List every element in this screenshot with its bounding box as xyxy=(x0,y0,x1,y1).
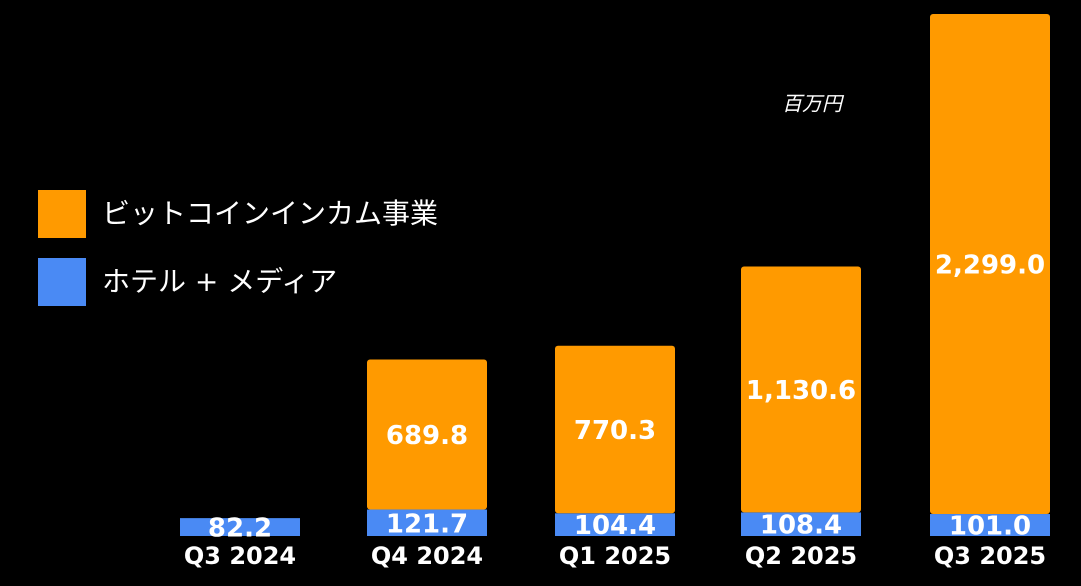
value-label: 108.4 xyxy=(760,511,842,541)
unit-annotation: 百万円 xyxy=(782,92,845,116)
value-label: 1,130.6 xyxy=(746,376,856,406)
value-label: 770.3 xyxy=(574,416,656,446)
bar-segment xyxy=(180,518,300,536)
legend-swatch xyxy=(38,190,86,238)
bar-segment xyxy=(741,512,861,536)
bar-segment xyxy=(930,514,1050,536)
bar-segment xyxy=(367,359,487,510)
legend-label: ホテル + メディア xyxy=(102,265,337,298)
value-label: 2,299.0 xyxy=(935,251,1045,281)
x-tick-label: Q4 2024 xyxy=(371,542,483,570)
bar-segment xyxy=(555,345,675,514)
legend-label: ビットコインインカム事業 xyxy=(102,197,438,230)
bar-segment xyxy=(367,509,487,536)
value-label: 82.2 xyxy=(208,514,272,544)
legend-swatch xyxy=(38,258,86,306)
x-tick-label: Q3 2024 xyxy=(184,542,296,570)
bar-segment xyxy=(555,513,675,536)
value-label: 101.0 xyxy=(949,512,1031,542)
x-tick-label: Q1 2025 xyxy=(559,542,671,570)
bar-segment xyxy=(930,14,1050,515)
x-tick-label: Q2 2025 xyxy=(745,542,857,570)
value-label: 121.7 xyxy=(386,509,468,539)
x-tick-label: Q3 2025 xyxy=(934,542,1046,570)
value-label: 104.4 xyxy=(574,511,656,541)
bar-segment xyxy=(741,266,861,513)
value-label: 689.8 xyxy=(386,421,468,451)
